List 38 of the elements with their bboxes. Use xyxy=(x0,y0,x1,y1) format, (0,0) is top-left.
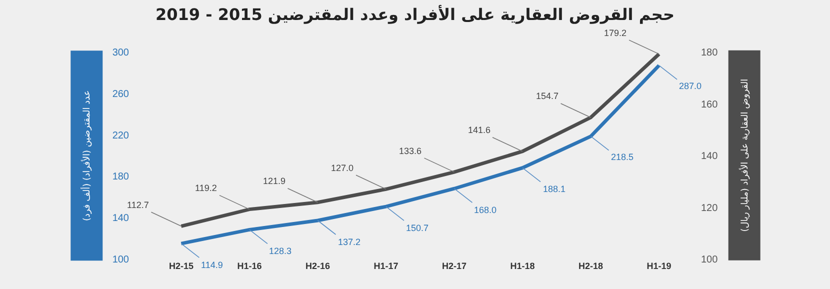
y-tick-label: 220 xyxy=(112,130,130,142)
data-label: 114.9 xyxy=(201,260,223,270)
x-tick-label: H1-18 xyxy=(510,261,535,271)
data-label: 179.2 xyxy=(604,28,627,38)
y-tick-label: 180 xyxy=(112,172,130,183)
y2-tick-label: 100 xyxy=(701,254,718,266)
data-label: 188.1 xyxy=(543,184,566,194)
data-label: 121.9 xyxy=(263,176,286,186)
x-tick-label: H1-17 xyxy=(374,261,398,271)
y2-tick-label: 140 xyxy=(701,151,718,162)
y-tick-label: 140 xyxy=(112,213,130,224)
y2-tick-label: 120 xyxy=(701,202,718,214)
x-tick-label: H2-18 xyxy=(578,261,604,271)
data-label: 127.0 xyxy=(331,163,354,173)
y-axis-title: عدد المقترضين (الأفراد) (ألف فرد) xyxy=(80,90,93,222)
data-label: 150.7 xyxy=(406,223,429,233)
x-tick-label: H2-15 xyxy=(168,261,194,271)
data-label: 128.3 xyxy=(269,246,292,256)
y2-tick-label: 180 xyxy=(701,48,718,58)
x-tick-label: H2-16 xyxy=(305,261,330,271)
data-label: 154.7 xyxy=(536,91,559,101)
x-tick-label: H2-17 xyxy=(442,261,467,271)
y-tick-label: 100 xyxy=(112,254,130,266)
x-tick-label: H1-19 xyxy=(646,261,672,271)
y2-axis-title: القروض العقارية على الأفراد (مليار ريال) xyxy=(738,78,750,232)
data-label: 168.0 xyxy=(474,205,497,215)
y2-tick-label: 160 xyxy=(701,99,718,110)
y-tick-label: 300 xyxy=(112,48,130,58)
data-label: 137.2 xyxy=(338,237,361,247)
data-label: 141.6 xyxy=(468,125,491,135)
data-label: 287.0 xyxy=(679,81,702,91)
data-label: 112.7 xyxy=(127,200,149,210)
data-label: 119.2 xyxy=(195,183,217,193)
data-label: 133.6 xyxy=(399,146,422,156)
y-tick-label: 260 xyxy=(112,88,130,100)
x-tick-label: H1-16 xyxy=(237,261,262,271)
data-label: 218.5 xyxy=(611,152,634,162)
chart-title: حجم القروض العقارية على الأفراد وعدد المقترضين 2015 - 2019 xyxy=(156,4,674,24)
